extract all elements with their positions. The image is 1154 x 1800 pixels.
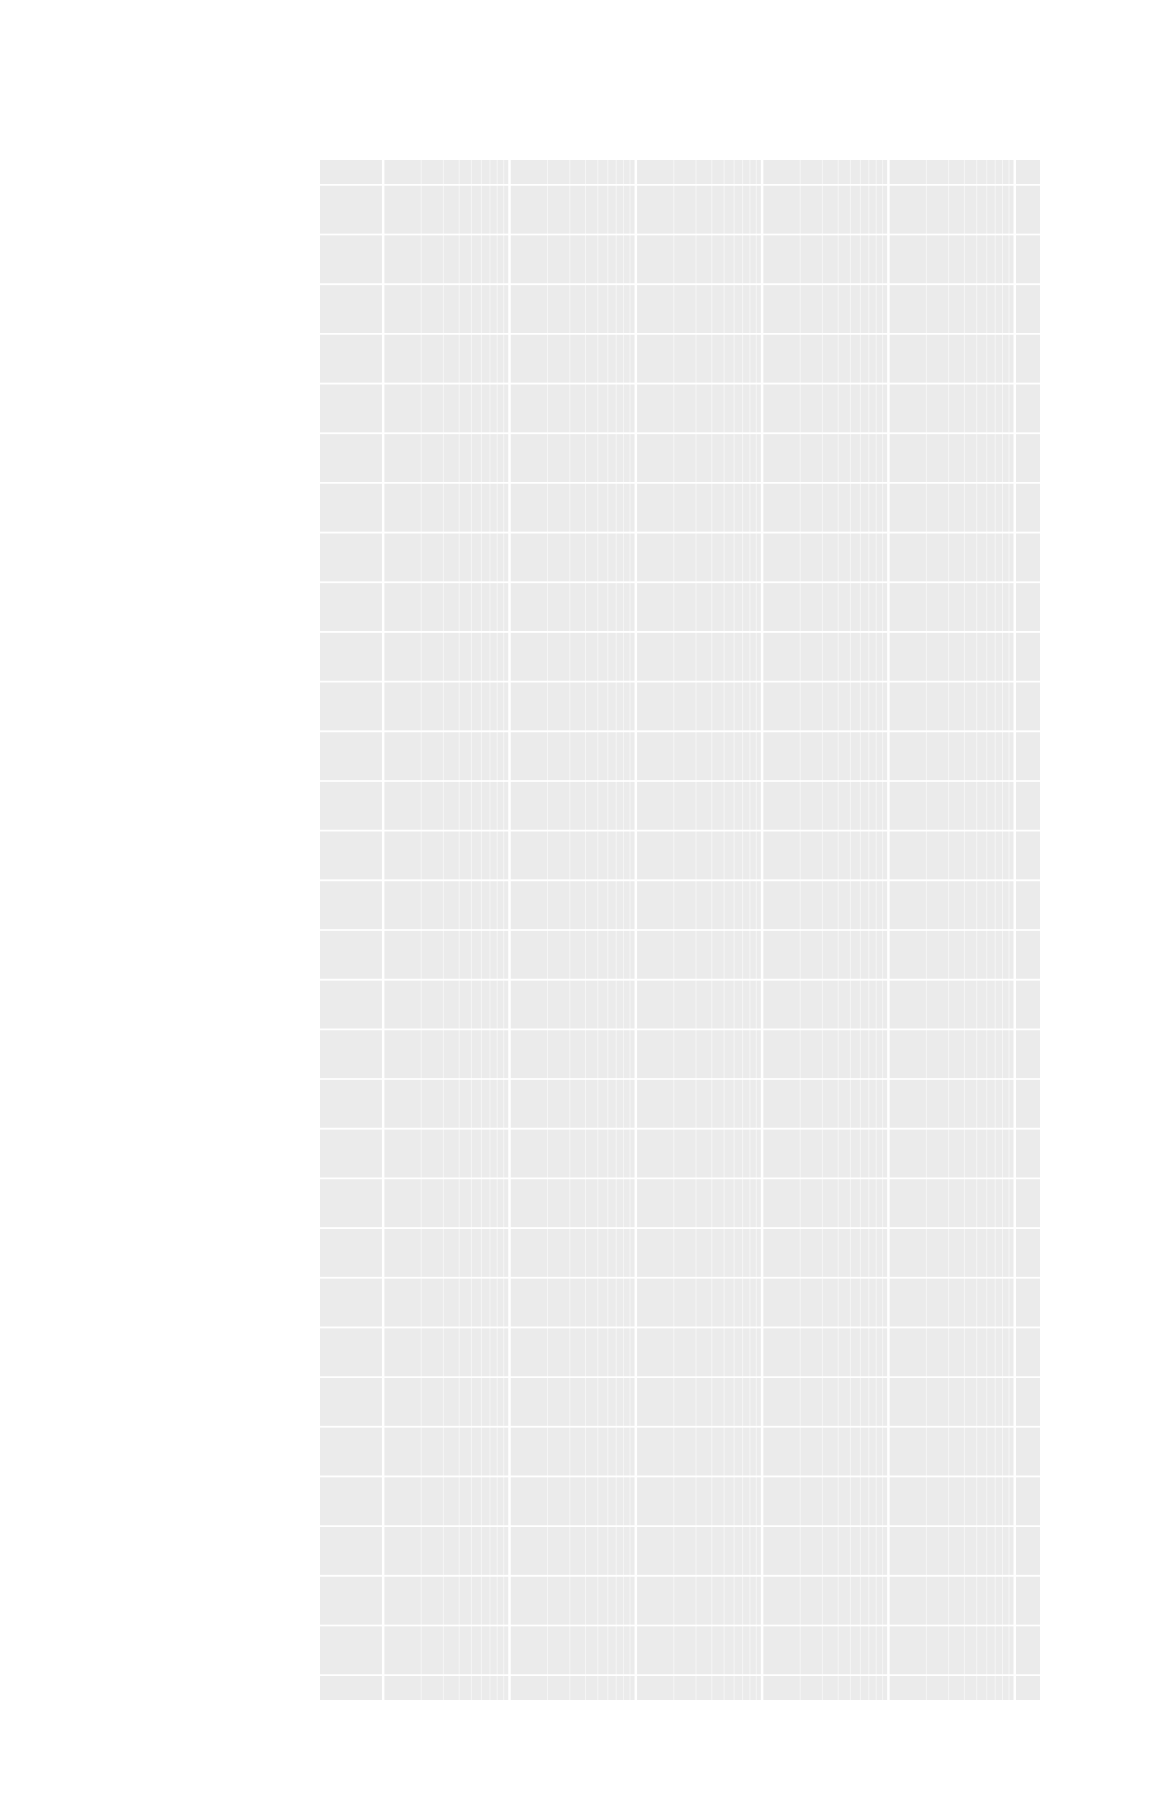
concentration-dotplot: [0, 0, 1154, 1800]
